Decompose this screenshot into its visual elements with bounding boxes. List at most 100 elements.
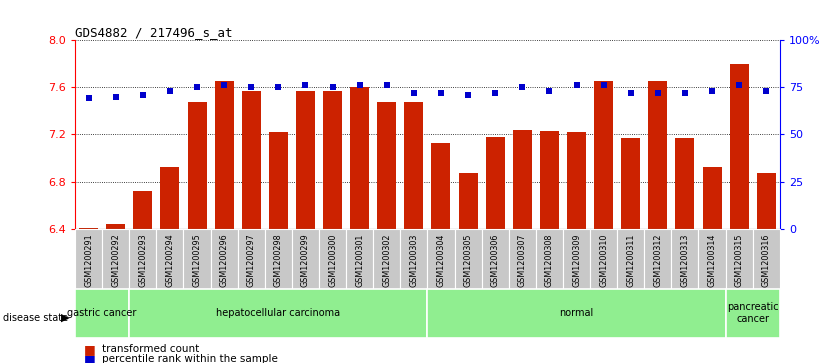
Text: normal: normal: [560, 308, 594, 318]
Point: [732, 82, 746, 88]
Bar: [296, 91, 315, 229]
Point: [597, 82, 610, 88]
Point: [272, 84, 285, 90]
Text: GSM1200312: GSM1200312: [653, 233, 662, 287]
Text: GSM1200311: GSM1200311: [626, 233, 636, 287]
Text: GSM1200315: GSM1200315: [735, 233, 744, 287]
Bar: [509, 229, 535, 289]
Point: [244, 84, 258, 90]
Bar: [540, 131, 559, 229]
Bar: [455, 229, 482, 289]
Bar: [129, 229, 157, 289]
Bar: [346, 229, 374, 289]
Bar: [621, 138, 641, 229]
Bar: [676, 138, 695, 229]
Point: [326, 84, 339, 90]
Bar: [133, 191, 153, 229]
Text: GSM1200294: GSM1200294: [165, 233, 174, 287]
Text: GSM1200313: GSM1200313: [681, 233, 690, 287]
Text: GSM1200316: GSM1200316: [761, 233, 771, 287]
Point: [570, 82, 583, 88]
Point: [515, 84, 529, 90]
Bar: [214, 81, 234, 229]
Bar: [238, 229, 265, 289]
Bar: [292, 229, 319, 289]
Point: [678, 90, 691, 96]
Text: GSM1200300: GSM1200300: [328, 233, 337, 287]
Bar: [210, 229, 238, 289]
Bar: [699, 229, 726, 289]
Text: GSM1200310: GSM1200310: [599, 233, 608, 287]
Bar: [157, 229, 183, 289]
Point: [163, 88, 177, 94]
Point: [407, 90, 420, 96]
Bar: [428, 289, 726, 338]
Bar: [726, 229, 753, 289]
Bar: [648, 81, 667, 229]
Bar: [75, 229, 102, 289]
Bar: [242, 91, 261, 229]
Bar: [459, 173, 478, 229]
Bar: [482, 229, 509, 289]
Text: GSM1200295: GSM1200295: [193, 233, 202, 287]
Bar: [79, 228, 98, 229]
Bar: [188, 102, 207, 229]
Bar: [535, 229, 563, 289]
Bar: [431, 143, 450, 229]
Text: GSM1200314: GSM1200314: [707, 233, 716, 287]
Text: GSM1200296: GSM1200296: [219, 233, 229, 287]
Text: ■: ■: [83, 353, 95, 363]
Point: [651, 90, 665, 96]
Text: GSM1200297: GSM1200297: [247, 233, 256, 287]
Point: [624, 90, 637, 96]
Bar: [103, 229, 129, 289]
Text: GSM1200305: GSM1200305: [464, 233, 473, 287]
Bar: [594, 81, 613, 229]
Bar: [129, 289, 428, 338]
Text: percentile rank within the sample: percentile rank within the sample: [102, 354, 278, 363]
Point: [353, 82, 366, 88]
Bar: [75, 289, 129, 338]
Bar: [183, 229, 210, 289]
Bar: [726, 289, 780, 338]
Text: GDS4882 / 217496_s_at: GDS4882 / 217496_s_at: [75, 26, 233, 39]
Bar: [269, 132, 288, 229]
Text: GSM1200298: GSM1200298: [274, 233, 283, 287]
Text: GSM1200293: GSM1200293: [138, 233, 148, 287]
Text: pancreatic
cancer: pancreatic cancer: [727, 302, 778, 324]
Text: transformed count: transformed count: [102, 344, 199, 354]
Text: GSM1200308: GSM1200308: [545, 233, 554, 287]
Point: [136, 92, 149, 98]
Text: GSM1200307: GSM1200307: [518, 233, 527, 287]
Text: GSM1200291: GSM1200291: [84, 233, 93, 287]
Point: [82, 95, 95, 101]
Bar: [702, 167, 721, 229]
Point: [543, 88, 556, 94]
Text: GSM1200309: GSM1200309: [572, 233, 581, 287]
Bar: [428, 229, 455, 289]
Bar: [513, 130, 532, 229]
Point: [380, 82, 394, 88]
Bar: [590, 229, 617, 289]
Bar: [617, 229, 645, 289]
Bar: [265, 229, 292, 289]
Bar: [404, 102, 424, 229]
Point: [760, 88, 773, 94]
Point: [218, 82, 231, 88]
Bar: [323, 91, 342, 229]
Bar: [730, 64, 749, 229]
Point: [299, 82, 312, 88]
Bar: [319, 229, 346, 289]
Bar: [563, 229, 590, 289]
Point: [461, 92, 475, 98]
Bar: [106, 224, 125, 229]
Text: GSM1200306: GSM1200306: [490, 233, 500, 287]
Text: GSM1200292: GSM1200292: [111, 233, 120, 287]
Text: gastric cancer: gastric cancer: [68, 308, 137, 318]
Text: GSM1200301: GSM1200301: [355, 233, 364, 287]
Bar: [350, 87, 369, 229]
Bar: [377, 102, 396, 229]
Text: hepatocellular carcinoma: hepatocellular carcinoma: [216, 308, 340, 318]
Text: GSM1200303: GSM1200303: [409, 233, 419, 287]
Bar: [645, 229, 671, 289]
